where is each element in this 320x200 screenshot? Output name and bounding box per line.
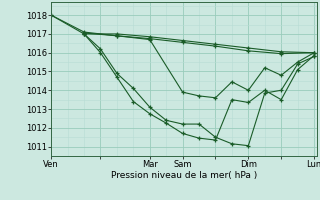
X-axis label: Pression niveau de la mer( hPa ): Pression niveau de la mer( hPa ) bbox=[111, 171, 257, 180]
